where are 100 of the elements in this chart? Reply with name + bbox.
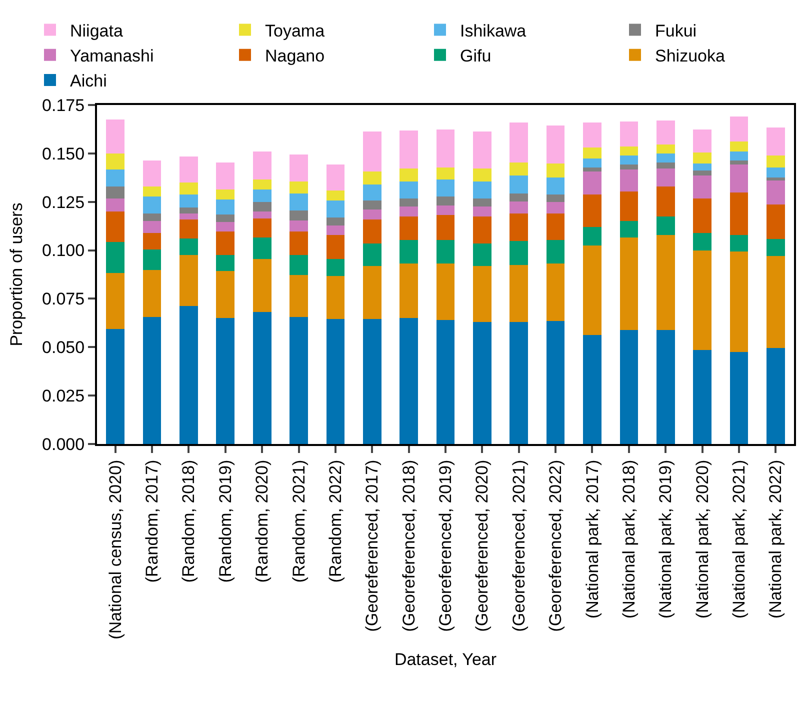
- bar: [510, 162, 528, 176]
- x-tick-label: (National park, 2018): [619, 460, 638, 619]
- bar: [436, 205, 455, 216]
- x-tick-label: (National park, 2021): [729, 460, 748, 619]
- bar: [620, 330, 638, 444]
- x-tick-label: (Georeferenced, 2022): [546, 460, 566, 632]
- bar: [142, 233, 162, 250]
- bar: [546, 126, 565, 164]
- bar: [730, 235, 748, 252]
- x-tick-label: (Georeferenced, 2018): [399, 460, 418, 632]
- bar: [252, 179, 272, 190]
- bar: [583, 147, 602, 158]
- bar: [510, 175, 528, 194]
- x-tick-label: (Georeferenced, 2017): [362, 460, 382, 632]
- bar: [216, 189, 235, 200]
- bar: [106, 198, 125, 212]
- bar: [766, 348, 785, 444]
- bar: [216, 271, 235, 318]
- bar: [362, 219, 382, 244]
- bar: [180, 219, 198, 238]
- bar: [766, 204, 785, 240]
- bar: [290, 317, 308, 444]
- bar: [216, 318, 235, 444]
- bar: [362, 266, 382, 320]
- y-tick-label: 0.100: [42, 241, 85, 260]
- bar: [510, 193, 528, 202]
- bar: [400, 216, 418, 240]
- bar: [362, 200, 382, 210]
- bar: [290, 220, 308, 232]
- bar: [252, 259, 272, 312]
- bar: [510, 122, 528, 163]
- x-tick-label: (National park, 2020): [692, 460, 712, 619]
- bar: [510, 201, 528, 214]
- bar: [290, 231, 308, 256]
- bar: [510, 265, 528, 322]
- bar: [510, 322, 528, 444]
- bar: [142, 196, 162, 214]
- bar: [766, 256, 785, 348]
- bar: [180, 194, 198, 208]
- bar: [473, 322, 492, 444]
- bar: [326, 217, 345, 226]
- bar: [216, 231, 235, 256]
- bar: [656, 186, 675, 216]
- legend-label: Shizuoka: [655, 46, 726, 66]
- bar: [583, 167, 602, 172]
- bar: [216, 162, 235, 190]
- bar: [766, 180, 785, 204]
- bar: [510, 241, 528, 266]
- bar: [106, 242, 125, 274]
- bar: [730, 116, 748, 142]
- bar: [546, 320, 565, 444]
- bar: [362, 132, 382, 172]
- y-tick-label: 0.050: [42, 338, 85, 358]
- bar: [290, 154, 308, 182]
- legend-label: Yamanashi: [70, 46, 154, 66]
- bar: [326, 200, 345, 218]
- bar: [656, 144, 675, 154]
- bar: [400, 198, 418, 206]
- bar: [142, 213, 162, 222]
- bar: [546, 194, 565, 202]
- bar: [583, 122, 602, 148]
- bar: [106, 328, 125, 444]
- legend-label: Toyama: [265, 21, 326, 40]
- bar: [400, 181, 418, 198]
- bar: [106, 186, 125, 198]
- bar: [730, 164, 748, 192]
- bar: [326, 190, 345, 200]
- bar: [693, 250, 712, 350]
- x-tick-label: (National census, 2020): [106, 460, 125, 640]
- bar: [583, 194, 602, 228]
- bar: [693, 175, 712, 198]
- bar: [142, 317, 162, 444]
- bar: [252, 312, 272, 444]
- x-tick-label: (Random, 2019): [216, 460, 235, 583]
- bar: [252, 218, 272, 238]
- y-tick-label: 0.125: [42, 192, 85, 212]
- bar: [142, 250, 162, 270]
- bar: [693, 233, 712, 250]
- legend-label: Fukui: [655, 21, 697, 40]
- bar: [326, 319, 345, 444]
- bar: [106, 170, 125, 186]
- bar: [362, 184, 382, 200]
- bar: [583, 334, 602, 444]
- bar: [142, 221, 162, 234]
- legend-label: Aichi: [70, 72, 107, 91]
- bar: [362, 171, 382, 184]
- x-tick-label: (Georeferenced, 2021): [509, 460, 528, 632]
- bar: [620, 121, 638, 146]
- bar: [142, 186, 162, 196]
- bar: [436, 320, 455, 444]
- bar: [400, 130, 418, 168]
- bar: [546, 240, 565, 264]
- bar: [693, 198, 712, 234]
- bar: [252, 211, 272, 218]
- bar: [546, 177, 565, 194]
- bar: [400, 206, 418, 216]
- legend-label: Niigata: [70, 21, 124, 40]
- bar: [252, 189, 272, 202]
- bar: [252, 151, 272, 180]
- bar: [620, 164, 638, 170]
